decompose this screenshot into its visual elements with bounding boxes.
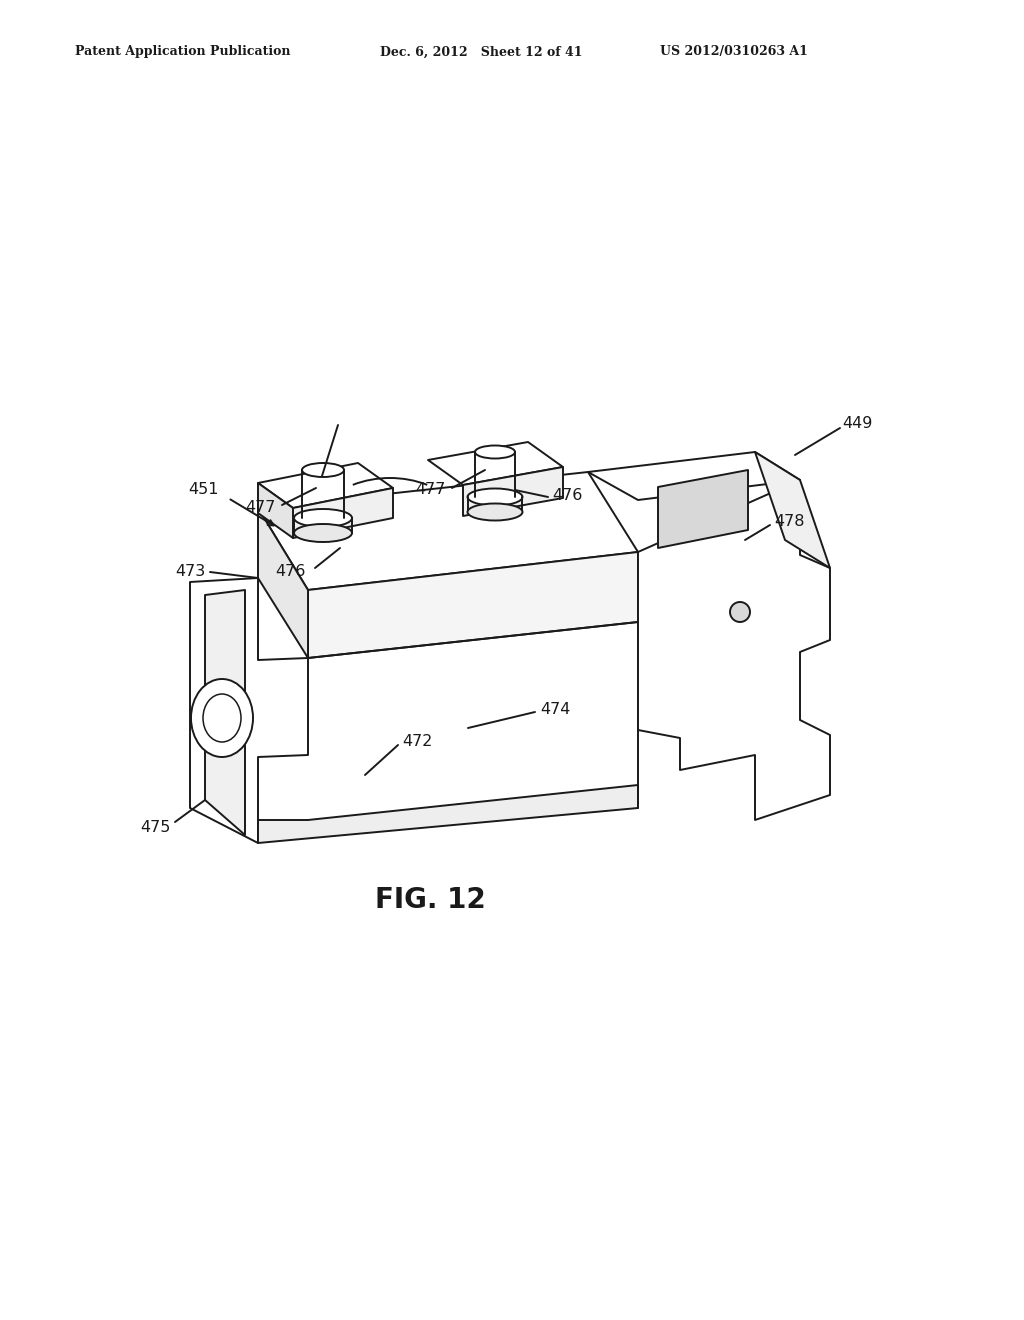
Text: Patent Application Publication: Patent Application Publication xyxy=(75,45,291,58)
Ellipse shape xyxy=(475,491,515,503)
Polygon shape xyxy=(588,451,800,500)
Text: 477: 477 xyxy=(415,483,445,498)
Polygon shape xyxy=(658,470,748,548)
Ellipse shape xyxy=(730,602,750,622)
Text: US 2012/0310263 A1: US 2012/0310263 A1 xyxy=(660,45,808,58)
Text: 477: 477 xyxy=(245,500,275,516)
Text: 474: 474 xyxy=(540,702,570,718)
Ellipse shape xyxy=(294,524,352,543)
Text: FIG. 12: FIG. 12 xyxy=(375,886,485,913)
Ellipse shape xyxy=(468,503,522,520)
Ellipse shape xyxy=(203,694,241,742)
Text: 472: 472 xyxy=(402,734,432,750)
Text: 449: 449 xyxy=(842,417,872,432)
Ellipse shape xyxy=(294,510,352,527)
Polygon shape xyxy=(258,473,638,590)
Polygon shape xyxy=(428,442,563,484)
Polygon shape xyxy=(258,785,638,843)
Polygon shape xyxy=(258,483,293,539)
Polygon shape xyxy=(190,578,308,843)
Ellipse shape xyxy=(191,678,253,756)
Polygon shape xyxy=(205,590,245,836)
Text: 451: 451 xyxy=(188,483,218,498)
Ellipse shape xyxy=(302,463,344,477)
Text: 475: 475 xyxy=(140,821,170,836)
Polygon shape xyxy=(258,508,308,657)
Text: 476: 476 xyxy=(275,565,305,579)
Ellipse shape xyxy=(475,446,515,458)
Text: 476: 476 xyxy=(552,488,583,503)
Polygon shape xyxy=(308,552,638,657)
Polygon shape xyxy=(463,467,563,516)
Polygon shape xyxy=(638,480,830,820)
Text: 478: 478 xyxy=(774,515,805,529)
Ellipse shape xyxy=(468,488,522,506)
Text: 473: 473 xyxy=(175,565,205,579)
Text: Dec. 6, 2012   Sheet 12 of 41: Dec. 6, 2012 Sheet 12 of 41 xyxy=(380,45,583,58)
Polygon shape xyxy=(755,451,830,568)
Ellipse shape xyxy=(302,511,344,525)
Polygon shape xyxy=(293,488,393,539)
Polygon shape xyxy=(258,463,393,508)
